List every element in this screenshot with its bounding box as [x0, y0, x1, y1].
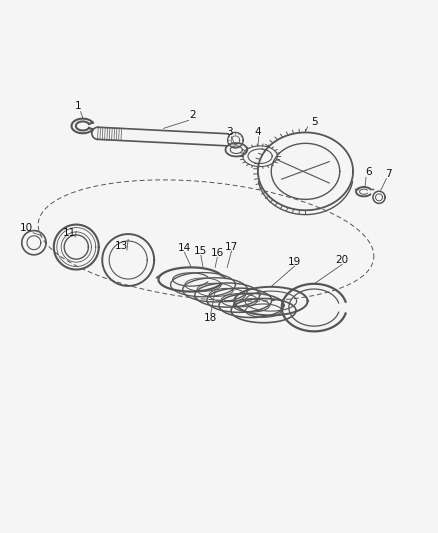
Text: 11: 11	[63, 228, 77, 238]
Text: 20: 20	[336, 255, 349, 265]
Text: 13: 13	[115, 241, 128, 251]
Text: 7: 7	[385, 168, 392, 179]
Text: 16: 16	[211, 248, 224, 258]
Text: 15: 15	[194, 246, 208, 256]
Text: 19: 19	[288, 257, 301, 266]
Text: 6: 6	[365, 167, 371, 177]
Text: 2: 2	[190, 110, 196, 120]
Text: 5: 5	[311, 117, 318, 127]
Text: 3: 3	[226, 127, 233, 138]
Text: 4: 4	[254, 127, 261, 138]
Text: 1: 1	[75, 101, 82, 111]
Text: 10: 10	[20, 223, 33, 233]
Text: 17: 17	[225, 241, 238, 252]
Text: 14: 14	[178, 243, 191, 253]
Text: 18: 18	[204, 313, 217, 324]
